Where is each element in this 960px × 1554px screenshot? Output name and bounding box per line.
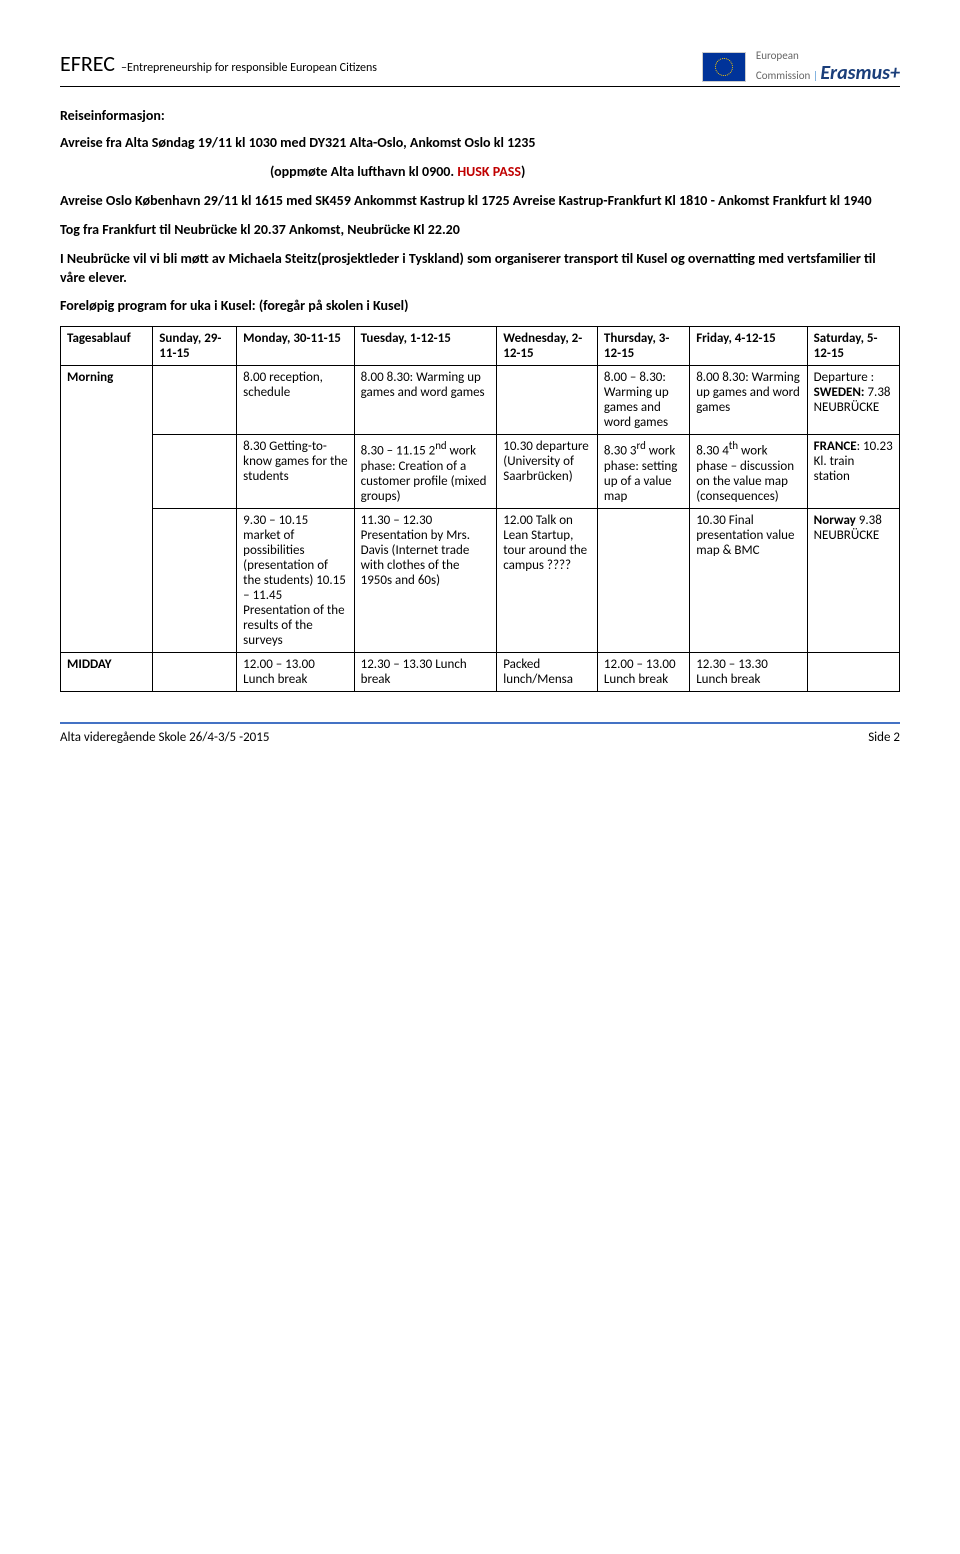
table-row: 9.30 – 10.15 market of possibilities (pr… <box>61 508 900 652</box>
commission-text: European Commission | Erasmus+ <box>756 50 900 84</box>
cell: 8.30 4th work phase – discussion on the … <box>690 435 807 508</box>
brand-subtitle: –Entrepreneurship for responsible Europe… <box>121 61 377 75</box>
intro-line2-suffix: ) <box>521 163 525 180</box>
intro-line5-text: I Neubrücke vil vi bli møtt av Michaela … <box>60 250 876 286</box>
brand-title: EFREC <box>60 50 115 77</box>
intro-line6-text: Foreløpig program for uka i Kusel: (fore… <box>60 297 408 314</box>
table-row: Morning 8.00 reception, schedule 8.00 8.… <box>61 366 900 435</box>
th-saturday: Saturday, 5-12-15 <box>807 327 899 366</box>
cell: 8.00 – 8.30: Warming up games and word g… <box>597 366 689 435</box>
intro-line1: Avreise fra Alta Søndag 19/11 kl 1030 me… <box>60 134 900 153</box>
th-tagesablauf: Tagesablauf <box>61 327 153 366</box>
intro-line2: (oppmøte Alta lufthavn kl 0900. HUSK PAS… <box>60 163 900 182</box>
cell <box>153 652 237 691</box>
cell: 8.30 3rd work phase: setting up of a val… <box>597 435 689 508</box>
th-monday: Monday, 30-11-15 <box>237 327 354 366</box>
cell <box>497 366 598 435</box>
cell: 12.30 – 13.30 Lunch break <box>354 652 497 691</box>
cell: Norway 9.38 NEUBRÜCKE <box>807 508 899 652</box>
header-right: European Commission | Erasmus+ <box>702 50 900 84</box>
husk-pass-warning: HUSK PASS <box>457 163 521 180</box>
th-wednesday: Wednesday, 2-12-15 <box>497 327 598 366</box>
intro-line3-text: Avreise Oslo København 29/11 kl 1615 med… <box>60 192 872 209</box>
cell: 8.30 Getting-to-know games for the stude… <box>237 435 354 508</box>
commission-line2: Commission <box>756 69 810 82</box>
row-label-midday: MIDDAY <box>61 652 153 691</box>
cell: FRANCE: 10.23 Kl. train station <box>807 435 899 508</box>
cell: 12.00 – 13.00 Lunch break <box>237 652 354 691</box>
cell: Packed lunch/Mensa <box>497 652 598 691</box>
cell <box>153 366 237 435</box>
intro-line4: Tog fra Frankfurt til Neubrücke kl 20.37… <box>60 221 900 240</box>
intro-line3: Avreise Oslo København 29/11 kl 1615 med… <box>60 192 900 211</box>
cell: 12.00 – 13.00 Lunch break <box>597 652 689 691</box>
cell <box>153 435 237 508</box>
cell: 10.30 departure (University of Saarbrück… <box>497 435 598 508</box>
cell <box>807 652 899 691</box>
commission-line1: European <box>756 49 799 62</box>
intro-line6: Foreløpig program for uka i Kusel: (fore… <box>60 297 900 316</box>
cell: 8.00 reception, schedule <box>237 366 354 435</box>
footer-left: Alta videregående Skole 26/4-3/5 -2015 <box>60 730 269 745</box>
footer-right: Side 2 <box>868 730 900 745</box>
table-row: 8.30 Getting-to-know games for the stude… <box>61 435 900 508</box>
th-friday: Friday, 4-12-15 <box>690 327 807 366</box>
th-sunday: Sunday, 29-11-15 <box>153 327 237 366</box>
page-header: EFREC –Entrepreneurship for responsible … <box>60 50 900 87</box>
cell: 11.30 – 12.30 Presentation by Mrs. Davis… <box>354 508 497 652</box>
th-tuesday: Tuesday, 1-12-15 <box>354 327 497 366</box>
cell: Departure :SWEDEN: 7.38 NEUBRÜCKE <box>807 366 899 435</box>
table-row: MIDDAY 12.00 – 13.00 Lunch break 12.30 –… <box>61 652 900 691</box>
row-label-morning: Morning <box>61 366 153 652</box>
page-footer: Alta videregående Skole 26/4-3/5 -2015 S… <box>60 722 900 745</box>
intro-line1-text: Avreise fra Alta Søndag 19/11 kl 1030 me… <box>60 134 535 151</box>
cell: 8.00 8.30: Warming up games and word gam… <box>354 366 497 435</box>
intro-line5: I Neubrücke vil vi bli møtt av Michaela … <box>60 250 900 288</box>
erasmus-wordmark: Erasmus+ <box>820 61 900 85</box>
cell: 12.30 – 13.30 Lunch break <box>690 652 807 691</box>
cell <box>153 508 237 652</box>
intro-line2-prefix: (oppmøte Alta lufthavn kl 0900. <box>270 163 457 180</box>
cell: 8.00 8.30: Warming up games and word gam… <box>690 366 807 435</box>
table-header-row: Tagesablauf Sunday, 29-11-15 Monday, 30-… <box>61 327 900 366</box>
commission-block: European Commission | Erasmus+ <box>756 50 900 84</box>
section-title: Reiseinformasjon: <box>60 107 900 124</box>
schedule-table: Tagesablauf Sunday, 29-11-15 Monday, 30-… <box>60 326 900 691</box>
cell: 10.30 Final presentation value map & BMC <box>690 508 807 652</box>
intro-line4-text: Tog fra Frankfurt til Neubrücke kl 20.37… <box>60 221 460 238</box>
cell: 12.00 Talk on Lean Startup, tour around … <box>497 508 598 652</box>
cell: 9.30 – 10.15 market of possibilities (pr… <box>237 508 354 652</box>
eu-flag-icon <box>702 52 746 82</box>
th-thursday: Thursday, 3-12-15 <box>597 327 689 366</box>
cell: 8.30 – 11.15 2nd work phase: Creation of… <box>354 435 497 508</box>
header-left: EFREC –Entrepreneurship for responsible … <box>60 50 377 77</box>
cell <box>597 508 689 652</box>
